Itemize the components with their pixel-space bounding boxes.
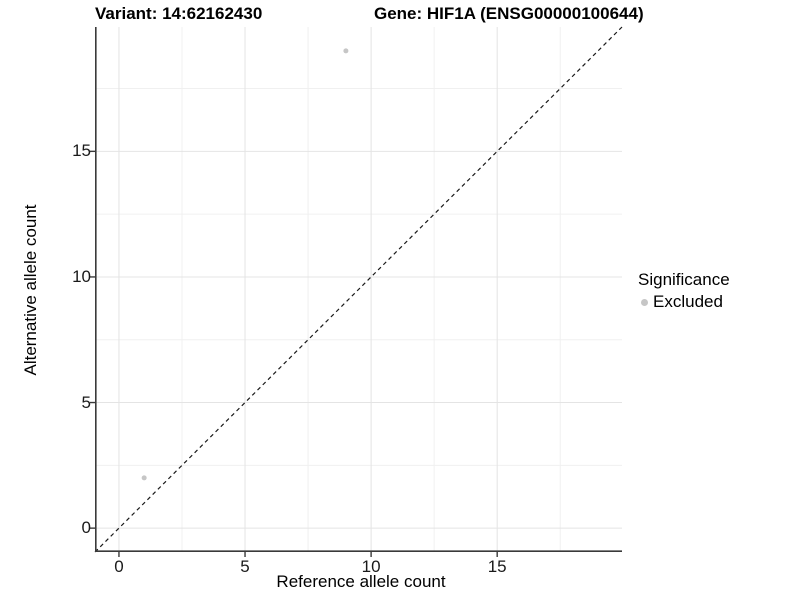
data-point bbox=[141, 475, 147, 481]
x-tick-label: 10 bbox=[361, 557, 381, 576]
legend-title: Significance bbox=[638, 270, 730, 289]
y-tick-label: 5 bbox=[81, 392, 91, 412]
legend-item-label: Excluded bbox=[653, 292, 723, 311]
legend-point-icon bbox=[641, 298, 648, 306]
x-tick-label: 0 bbox=[114, 557, 124, 576]
plot-title-variant: Variant: 14:62162430 bbox=[95, 4, 263, 23]
y-tick-label: 10 bbox=[72, 266, 91, 286]
y-axis-title: Alternative allele count bbox=[21, 204, 40, 376]
identity-line bbox=[94, 26, 623, 553]
y-tick-label: 0 bbox=[81, 518, 91, 538]
plot-title-gene: Gene: HIF1A (ENSG00000100644) bbox=[374, 4, 644, 23]
legend: Significance Excluded bbox=[638, 269, 730, 313]
y-tick-label: 15 bbox=[72, 141, 91, 161]
x-tick-label: 5 bbox=[240, 557, 250, 576]
x-axis-title: Reference allele count bbox=[276, 572, 446, 591]
data-point bbox=[343, 48, 349, 54]
x-tick-label: 15 bbox=[487, 557, 507, 576]
legend-item: Excluded bbox=[641, 291, 730, 313]
plot-panel bbox=[90, 26, 623, 557]
